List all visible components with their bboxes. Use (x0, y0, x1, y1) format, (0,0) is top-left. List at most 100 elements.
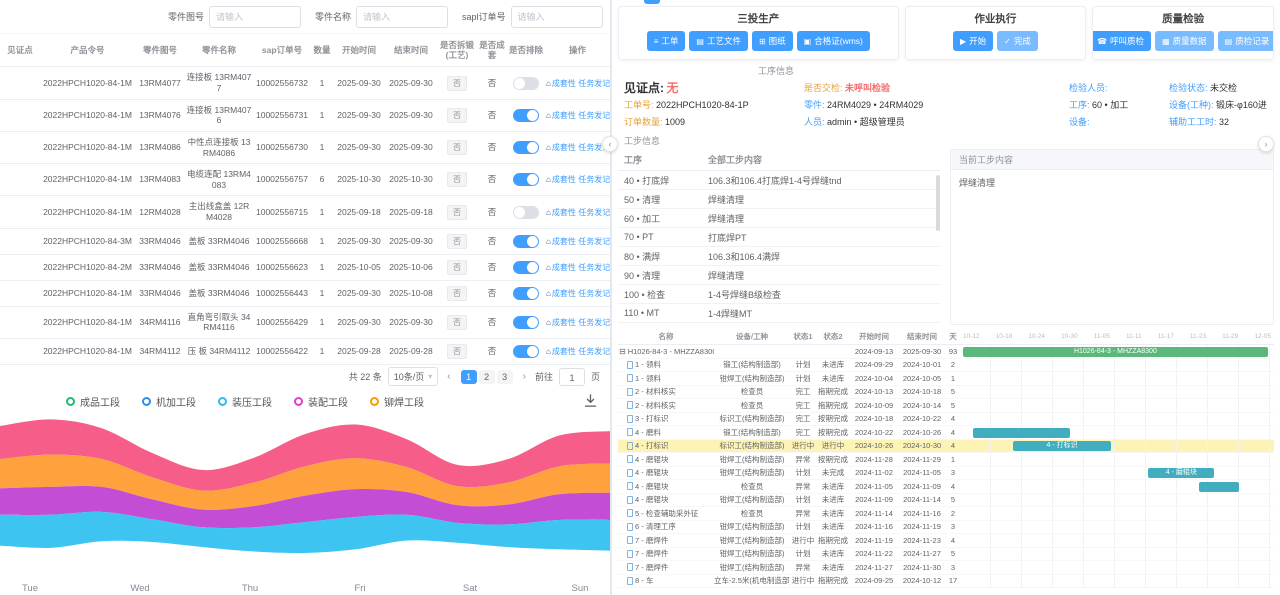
gantt-row[interactable]: 3 - 打标识 标识工(结构制造部) 完工 按期完成 2024-10-18 2024-10… (618, 412, 1274, 426)
task-record-link[interactable]: 任务发记录 (578, 78, 610, 88)
task-record-link[interactable]: 任务发记录 (578, 143, 610, 152)
suite-link[interactable]: 成套性 (551, 207, 576, 217)
gantt-row[interactable]: 8 - 车立车-2.5米(机电制造部) 进行中 拖期完成 2024-09-25 2024… (618, 574, 1274, 588)
check-button[interactable]: ✓ 完成 (997, 31, 1038, 51)
suite-link[interactable]: 成套性 (551, 262, 576, 272)
suite-link[interactable]: 成套性 (551, 346, 576, 356)
exclude-toggle[interactable] (513, 76, 539, 90)
suite-link[interactable]: 成套性 (551, 143, 576, 152)
task-record-link[interactable]: 任务发记录 (578, 236, 610, 246)
step-row[interactable]: 80 • 满焊 106.3和106.4满焊 (618, 247, 940, 266)
sap-order-input[interactable] (510, 5, 603, 28)
gantt-row[interactable]: 7 - 磨焊件 钳焊工(结构制造部) 计划 未进库 2024-11-22 2024-11-… (618, 547, 1274, 561)
suite-link[interactable]: 成套性 (551, 317, 576, 327)
step-row[interactable]: 100 • 检查 1-4号焊缝B级检查 (618, 285, 940, 304)
list-button[interactable]: ≡ 工单 (646, 31, 686, 51)
suite-link[interactable]: 成套性 (551, 288, 576, 298)
page-number[interactable]: 3 (496, 369, 513, 384)
gantt-row[interactable]: 4 - 磨料 锻工(结构制造部) 完工 按期完成 2024-10-22 2024-10-2… (618, 426, 1274, 440)
task-record-link[interactable]: 任务发记录 (578, 346, 610, 356)
step-row[interactable]: 110 • MT 1-4焊缝MT (618, 304, 940, 323)
suite-link[interactable]: 成套性 (551, 110, 576, 120)
quality-data-button[interactable]: ▦ 质量数据 (1155, 31, 1214, 51)
page-number[interactable]: 1 (460, 369, 477, 384)
legend-item[interactable]: 装压工段 (218, 394, 272, 409)
step-row[interactable]: 60 • 加工 焊缝清理 (618, 209, 940, 228)
gantt-bar[interactable] (972, 427, 1070, 438)
process-file-button[interactable]: ▤ 工艺文件 (689, 31, 748, 51)
page-size-select[interactable]: 10条/页 ▾ (387, 367, 439, 387)
exclude-toggle[interactable] (513, 344, 539, 358)
step-row[interactable]: 50 • 清理 焊缝清理 (618, 190, 940, 209)
step-row[interactable]: 70 • PT 打底焊PT (618, 228, 940, 247)
task-record-link[interactable]: 任务发记录 (578, 175, 610, 185)
exclude-toggle[interactable] (513, 286, 539, 300)
gantt-tick-label: 10-24 (1028, 333, 1045, 340)
collapse-left-button[interactable]: ‹ (602, 136, 618, 152)
gantt-row[interactable]: 4 - 磨辊块 钳焊工(结构制造部) 异常 按期完成 2024-11-28 2024-11… (618, 453, 1274, 467)
collapse-right-button[interactable]: › (1258, 136, 1274, 152)
drawing-button[interactable]: ⊞ 图纸 (751, 31, 793, 51)
exclude-toggle[interactable] (513, 260, 539, 274)
gantt-row[interactable]: 1 - 领料 锻工(结构制造部) 计划 未进库 2024-09-29 2024-10-01… (618, 358, 1274, 372)
certificate-button[interactable]: ▣ 合格证(wms) (796, 31, 870, 51)
download-button[interactable] (583, 393, 598, 413)
gantt-days: 3 (950, 468, 956, 478)
gantt-row[interactable]: 4 - 磨辊块 钳焊工(结构制造部) 计划 未完成 2024-11-02 2024-11-… (618, 466, 1274, 480)
gantt-row[interactable]: ⊟ H1026-84-3 - MHZZA8300 2024-09-13 2025-09… (618, 345, 1274, 359)
prev-page-button[interactable]: ‹ (447, 371, 451, 383)
step-row[interactable]: 40 • 打底焊 106.3和106.4打底焊1-4号焊缝tnd (618, 171, 940, 190)
gantt-row[interactable]: 6 - 清理工序 钳焊工(结构制造部) 计划 未进库 2024-11-16 2024-11… (618, 520, 1274, 534)
exclude-toggle[interactable] (513, 108, 539, 122)
page-number[interactable]: 2 (478, 369, 495, 384)
task-record-link[interactable]: 任务发记录 (578, 317, 610, 327)
next-page-button[interactable]: › (522, 371, 526, 383)
phone-button[interactable]: ☎ 呼叫质检 (1093, 31, 1152, 51)
exclude-toggle[interactable] (513, 173, 539, 187)
gantt-row[interactable]: 4 - 磨辊块 检查员 异常 未进库 2024-11-05 2024-11-09 4 (618, 480, 1274, 494)
part-name-input[interactable] (356, 5, 449, 28)
task-record-link[interactable]: 任务发记录 (578, 207, 610, 217)
step-row[interactable]: 90 • 清理 焊缝清理 (618, 266, 940, 285)
split-badge: 否 (447, 259, 467, 275)
gantt-bar[interactable]: H1026-84-3 - MHZZA8300 (963, 346, 1268, 357)
legend-item[interactable]: 装配工段 (294, 394, 348, 409)
top-tab-fragment[interactable] (644, 0, 660, 4)
gantt-bar[interactable]: 4 - 打标识 (1013, 441, 1111, 451)
gantt-row[interactable]: 4 - 磨辊块 钳焊工(结构制造部) 计划 未进库 2024-11-09 2024-11-… (618, 493, 1274, 507)
gantt-row[interactable]: 2 - 材料核实 检查员 完工 拖期完成 2024-10-09 2024-10-14 5 (618, 399, 1274, 413)
exclude-toggle[interactable] (513, 315, 539, 329)
legend-item[interactable]: 铆焊工段 (370, 394, 424, 409)
suite-link[interactable]: 成套性 (551, 78, 576, 88)
gantt-row[interactable]: 5 - 检查辅助采外征 检查员 异常 未进库 2024-11-14 2024-11-16 2 (618, 507, 1274, 521)
gantt-row[interactable]: 7 - 磨焊件 钳焊工(结构制造部) 进行中 拖期完成 2024-11-19 2024-1… (618, 534, 1274, 548)
task-record-link[interactable]: 任务发记录 (578, 288, 610, 298)
task-record-link[interactable]: 任务发记录 (578, 262, 610, 272)
gantt-row[interactable]: 7 - 磨焊件 钳焊工(结构制造部) 异常 未进库 2024-11-27 2024-11-… (618, 561, 1274, 575)
goto-page-input[interactable]: 1 (558, 367, 585, 386)
part-drawing-no-input[interactable] (209, 5, 302, 28)
task-record-link[interactable]: 任务发记录 (578, 110, 610, 120)
exclude-toggle[interactable] (513, 141, 539, 154)
gantt-status2: 未进库 (821, 495, 845, 505)
gantt-row[interactable]: 1 - 领料 钳焊工(结构制造部) 计划 未进库 2024-10-04 2024-10-0… (618, 372, 1274, 386)
gantt-row[interactable]: 4 - 打标识 标识工(结构制造部) 进行中 进行中 2024-10-26 2024-10… (618, 439, 1274, 453)
exclude-toggle[interactable] (513, 234, 539, 248)
sap-order-cell: 10002556668 (253, 228, 311, 255)
gantt-bar[interactable] (1198, 481, 1240, 492)
gantt-row[interactable]: 2 - 材料核实 检查员 完工 拖期完成 2024-10-13 2024-10-18 5 (618, 385, 1274, 399)
table-row: 2022HPCH1020-84-1M 34RM4116 直角弯引取头 34RM411… (0, 306, 610, 339)
record-button[interactable]: ▤ 质检记录 (1217, 31, 1274, 51)
legend-item[interactable]: 机加工段 (142, 394, 196, 409)
document-icon (627, 509, 633, 518)
suite-link[interactable]: 成套性 (551, 236, 576, 246)
play-button[interactable]: ▶ 开始 (952, 31, 994, 51)
step-row[interactable]: 120 • UT1-4焊缝UT (618, 323, 940, 325)
exclude-toggle[interactable] (513, 205, 539, 219)
collapse-icon[interactable]: ⊟ (619, 346, 626, 356)
steps-scrollbar[interactable] (936, 175, 940, 231)
suite-link[interactable]: 成套性 (551, 175, 576, 185)
gantt-bar[interactable]: 4 - 磨辊块 (1148, 468, 1215, 478)
legend-item[interactable]: 成品工段 (66, 394, 120, 409)
